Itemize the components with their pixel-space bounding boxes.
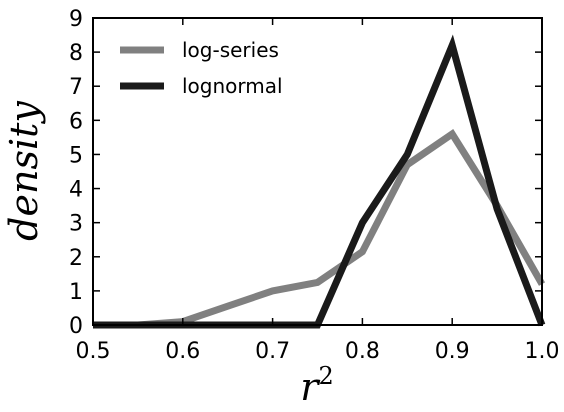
x-tick-label: 0.6	[165, 339, 200, 364]
legend: log-series lognormal	[120, 38, 283, 98]
x-tick-label: 0.5	[76, 339, 111, 364]
y-axis-label: density	[2, 101, 46, 241]
x-axis-label-superscript: 2	[318, 362, 333, 390]
x-axis-label: r2	[300, 362, 333, 409]
series-line-log-series	[93, 129, 546, 329]
y-tick-label: 3	[69, 212, 83, 237]
x-tick-label: 0.8	[345, 339, 380, 364]
y-tick-label: 7	[69, 75, 83, 100]
x-tick-label: 0.7	[255, 339, 290, 364]
legend-label-log-series: log-series	[182, 38, 279, 62]
y-tick-label: 4	[69, 178, 83, 203]
legend-label-lognormal: lognormal	[182, 74, 283, 98]
x-tick-label: 1.0	[525, 339, 560, 364]
y-tick-label: 6	[69, 109, 83, 134]
y-tick-label: 8	[69, 41, 83, 66]
ticks-layer: 0.5 0.6 0.7 0.8 0.9 1.0 0 1 2 3 4 5 6 7 8 9	[69, 7, 560, 364]
x-tick-label: 0.9	[435, 339, 470, 364]
y-tick-label: 2	[69, 246, 83, 271]
y-tick-label: 9	[69, 7, 83, 32]
x-axis-label-base: r	[300, 365, 321, 409]
y-tick-label: 5	[69, 143, 83, 168]
plot-frame	[92, 17, 543, 326]
y-tick-label: 0	[69, 314, 83, 339]
y-tick-label: 1	[69, 280, 83, 305]
